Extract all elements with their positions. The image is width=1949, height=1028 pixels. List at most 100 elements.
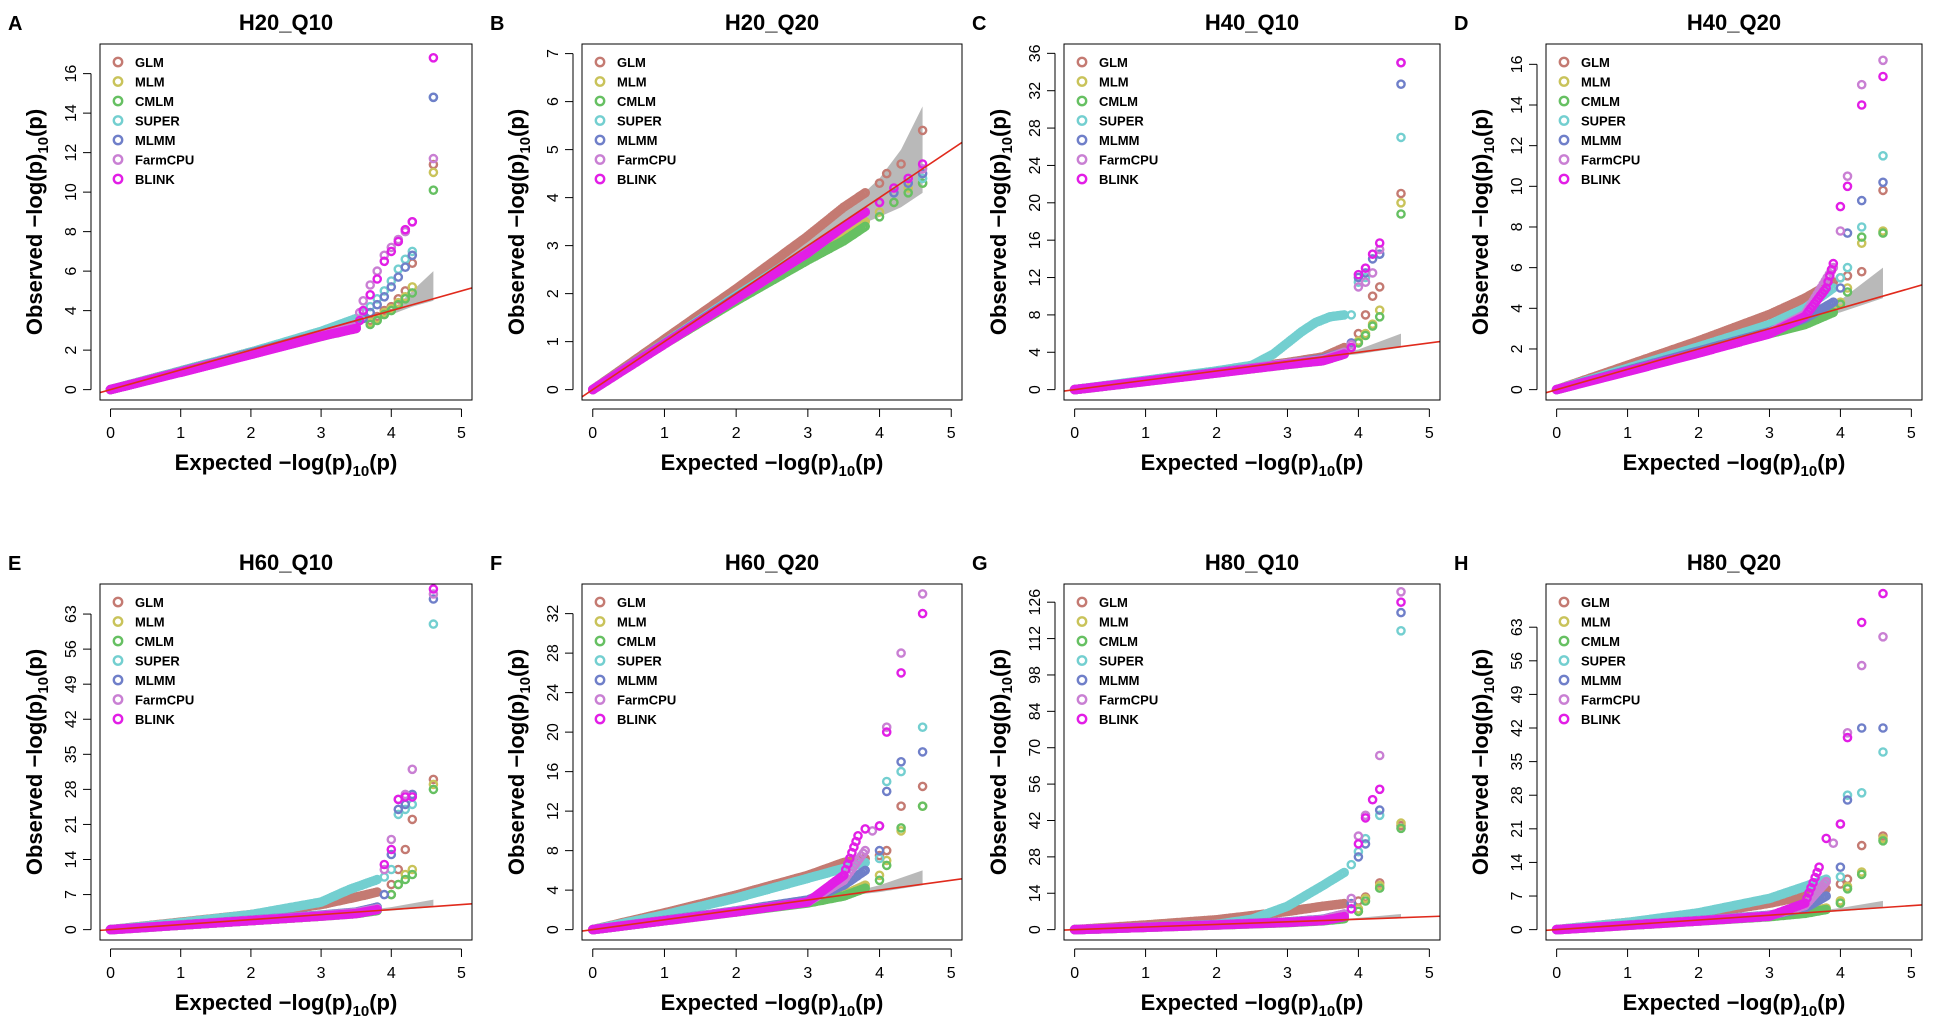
legend-swatch	[1558, 56, 1570, 68]
qq-point	[1353, 282, 1364, 292]
x-axis-title-subscript: 10	[1319, 463, 1336, 480]
qq-point	[1396, 197, 1406, 208]
qq-point	[1856, 232, 1867, 242]
x-tick-label: 5	[457, 425, 466, 442]
legend-label: CMLM	[135, 94, 174, 109]
qq-point	[1856, 222, 1867, 232]
x-axis-title: Expected −log(p)10(p)	[1623, 450, 1846, 480]
legend-label: MLM	[617, 75, 647, 90]
qq-point	[889, 197, 899, 208]
qq-point	[1353, 269, 1364, 280]
y-tick-label: 14	[1509, 96, 1526, 114]
y-tick-label: 24	[1027, 156, 1044, 174]
qq-point	[365, 289, 376, 300]
y-tick-label: 12	[1027, 269, 1044, 287]
reference-line	[100, 287, 472, 394]
legend-label: BLINK	[617, 172, 657, 187]
y-tick-label: 3	[545, 241, 562, 250]
qq-point	[874, 211, 885, 222]
legend-label: MLM	[1099, 75, 1129, 90]
x-tick-label: 3	[1283, 425, 1292, 442]
qq-point	[386, 246, 397, 257]
panel-letter: A	[8, 13, 22, 35]
x-tick-label: 1	[660, 425, 669, 442]
legend-swatch	[112, 154, 124, 165]
x-tick-label: 4	[875, 425, 884, 442]
qq-point	[428, 779, 439, 790]
y-axis-title: Observed −log(p)10(p)	[504, 109, 534, 335]
legend-swatch	[1076, 134, 1088, 146]
legend-label: BLINK	[1099, 172, 1139, 187]
qq-point	[860, 187, 871, 198]
y-axis-title: Observed −log(p)10(p)	[22, 109, 52, 335]
qq-point	[400, 224, 411, 235]
y-tick-label: 28	[1027, 119, 1044, 137]
plot-area	[100, 53, 472, 395]
qq-point	[1878, 150, 1888, 161]
y-tick-label: 8	[1027, 310, 1044, 319]
y-tick-label: 2	[1509, 344, 1526, 353]
plot-area	[100, 584, 472, 935]
x-tick-label: 1	[176, 425, 185, 442]
x-tick-label: 5	[947, 425, 956, 442]
qq-point	[386, 276, 397, 286]
y-tick-label: 0	[1027, 385, 1044, 394]
qq-point	[428, 594, 439, 604]
qq-point	[428, 774, 439, 785]
qq-point	[1856, 195, 1867, 206]
qq-point	[393, 804, 404, 815]
legend-label: FarmCPU	[1099, 153, 1158, 168]
x-axis-title-suffix: (p)	[1335, 450, 1363, 475]
x-tick-label: 3	[317, 425, 326, 442]
y-tick-label: 6	[1509, 263, 1526, 272]
panel-title: H20_Q20	[725, 10, 819, 35]
legend-label: SUPER	[1581, 114, 1626, 129]
qq-point	[428, 153, 439, 164]
legend-label: FarmCPU	[617, 153, 676, 168]
x-tick-label: 0	[1552, 425, 1561, 442]
qq-point	[428, 619, 439, 629]
qq-point	[365, 280, 376, 290]
series-mlmm	[1551, 177, 1888, 395]
legend-swatch	[112, 134, 124, 146]
series-cmlm	[1551, 228, 1888, 395]
qq-point	[393, 879, 404, 890]
qq-point	[917, 168, 928, 179]
qq-point	[428, 185, 439, 195]
qq-point	[400, 844, 411, 855]
qq-point	[428, 92, 439, 103]
legend-label: BLINK	[1581, 172, 1621, 187]
y-axis-title: Observed −log(p)10(p)	[986, 109, 1016, 335]
qq-point	[1360, 277, 1371, 288]
qq-point	[365, 319, 376, 330]
legend-swatch	[1076, 95, 1088, 107]
qq-point	[407, 246, 418, 257]
panel-letter: C	[972, 13, 986, 35]
series-glm	[1069, 188, 1406, 395]
y-tick-label: 36	[1027, 44, 1044, 62]
qq-point	[860, 221, 871, 232]
legend-label: MLM	[1581, 75, 1611, 90]
qq-point	[1835, 226, 1846, 236]
qq-point	[407, 864, 418, 875]
qq-point	[917, 173, 928, 184]
plot-area	[1064, 57, 1440, 395]
qq-point	[874, 178, 885, 188]
series-farmcpu	[1069, 57, 1406, 395]
legend-label: SUPER	[135, 114, 180, 129]
legend-swatch	[1076, 173, 1088, 185]
legend-swatch	[112, 173, 124, 185]
qq-point	[1374, 311, 1385, 322]
qq-point	[1374, 282, 1385, 292]
qq-point	[372, 274, 383, 284]
legend-swatch	[112, 56, 124, 68]
legend-label: GLM	[617, 55, 646, 70]
legend-swatch	[112, 95, 124, 107]
legend-swatch	[594, 134, 606, 146]
